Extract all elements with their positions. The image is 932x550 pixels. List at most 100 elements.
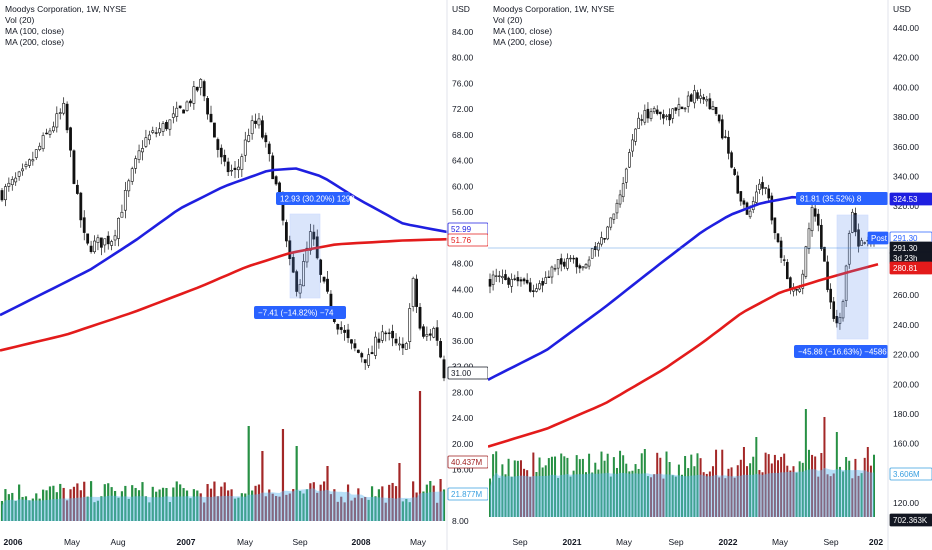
volume-tag-text: 40.437M: [451, 458, 482, 467]
right-price-chart[interactable]: 81.81 (35.52%) 8 −45.86 (−16.63%) −4586 4…: [488, 0, 932, 550]
left-symbol-title[interactable]: Moodys Corporation, 1W, NYSE: [5, 4, 127, 14]
candle: [216, 139, 220, 150]
candle: [147, 134, 151, 141]
time-tick-label: May: [410, 537, 427, 547]
volume-bar: [742, 447, 745, 517]
volume-bar: [436, 502, 439, 521]
candle: [764, 187, 767, 189]
left-price-chart[interactable]: 12.93 (30.20%) 1293 −7.41 (−14.82%) −74 8…: [0, 0, 488, 550]
right-ma100-indicator[interactable]: MA (100, close): [493, 26, 553, 36]
measure-range-box[interactable]: [289, 213, 321, 299]
candle: [550, 266, 554, 278]
volume-bar: [554, 456, 557, 517]
right-ma200-indicator[interactable]: MA (200, close): [493, 37, 553, 47]
candle: [298, 284, 302, 294]
right-chart-pane[interactable]: 81.81 (35.52%) 8 −45.86 (−16.63%) −4586 4…: [488, 0, 932, 550]
candle: [339, 327, 343, 330]
price-tick-label: 32.00: [452, 362, 474, 372]
candle: [243, 139, 247, 156]
right-vol-indicator[interactable]: Vol (20): [493, 15, 523, 25]
volume-bar: [134, 487, 137, 521]
candle: [51, 126, 55, 132]
right-symbol-title[interactable]: Moodys Corporation, 1W, NYSE: [493, 4, 615, 14]
candle: [158, 128, 162, 134]
candle: [370, 352, 374, 355]
left-ma200-indicator[interactable]: MA (200, close): [5, 37, 65, 47]
candle: [213, 122, 216, 138]
left-chart-pane[interactable]: 12.93 (30.20%) 1293 −7.41 (−14.82%) −74 8…: [0, 0, 488, 550]
candle: [58, 112, 62, 114]
volume-bar: [606, 453, 609, 517]
ma100-price-tag: 324.53: [889, 192, 932, 206]
candle: [566, 258, 569, 269]
candle: [680, 106, 684, 110]
volume-bar: [693, 466, 696, 517]
candle: [411, 278, 415, 307]
volume-bar: [817, 476, 820, 517]
volume-bar: [223, 482, 226, 521]
candle: [226, 161, 230, 173]
volume-bar: [72, 486, 76, 521]
candle: [761, 182, 764, 189]
volume-bar: [124, 485, 127, 521]
candle: [739, 191, 743, 202]
volume-bar: [631, 470, 634, 517]
left-vol-indicator[interactable]: Vol (20): [5, 15, 35, 25]
volume-bar: [55, 492, 58, 521]
volume-bar: [758, 470, 761, 517]
volume-ma-tag-text: 21.877M: [451, 490, 482, 499]
candle: [103, 238, 107, 246]
candle: [748, 210, 752, 218]
candle: [847, 233, 851, 265]
candle: [807, 228, 811, 250]
candle: [801, 273, 805, 289]
volume-bar: [59, 483, 62, 521]
candle: [17, 171, 21, 177]
volume-tag: 40.437M: [447, 455, 488, 469]
candle: [4, 186, 7, 201]
candle: [813, 208, 817, 217]
measure-label-box: [276, 192, 350, 205]
price-tick-label: 76.00: [452, 78, 474, 88]
price-tick-label: 72.00: [452, 104, 474, 114]
left-ma100-indicator[interactable]: MA (100, close): [5, 26, 65, 36]
volume-bar: [575, 455, 578, 517]
candle: [175, 107, 179, 117]
left-time-axis: 2006 May Aug 2007 May Sep 2008 May: [4, 537, 427, 547]
volume-bar: [851, 478, 854, 517]
price-tick-label: 260.00: [893, 290, 919, 300]
volume-bar: [227, 490, 230, 521]
volume-bar: [829, 476, 832, 517]
volume-bar: [749, 463, 752, 517]
volume-bar: [137, 490, 141, 521]
volume-bar: [251, 490, 254, 521]
candle: [319, 259, 323, 275]
candle: [65, 103, 69, 131]
candle: [168, 119, 172, 130]
volume-bar: [7, 494, 10, 521]
measure-label-text: 12.93 (30.20%) 1293: [280, 195, 355, 204]
left-volume-bars: [0, 391, 446, 521]
candle: [82, 217, 86, 233]
candle: [161, 123, 165, 132]
volume-bar: [674, 476, 677, 517]
volume-bar: [113, 490, 117, 521]
volume-bar: [79, 490, 82, 521]
volume-bar: [425, 484, 428, 521]
ma100-price-tag-text: 324.53: [893, 195, 918, 204]
volume-bar: [492, 454, 495, 517]
volume-bar: [199, 493, 202, 521]
volume-bar: [62, 487, 65, 521]
volume-bar: [117, 497, 120, 521]
volume-bar: [31, 498, 34, 521]
candle: [798, 288, 801, 292]
candle: [322, 276, 326, 282]
candle: [123, 190, 127, 211]
volume-bar: [612, 457, 615, 517]
left-price-tags: 52.99 51.76 31.00 40.437M 21.877M: [447, 222, 488, 501]
candle: [491, 274, 495, 285]
candle: [497, 275, 501, 277]
post-market-price-tag-text: 291.30: [893, 234, 918, 243]
measure-range-box[interactable]: [836, 214, 869, 340]
candle: [141, 148, 144, 153]
